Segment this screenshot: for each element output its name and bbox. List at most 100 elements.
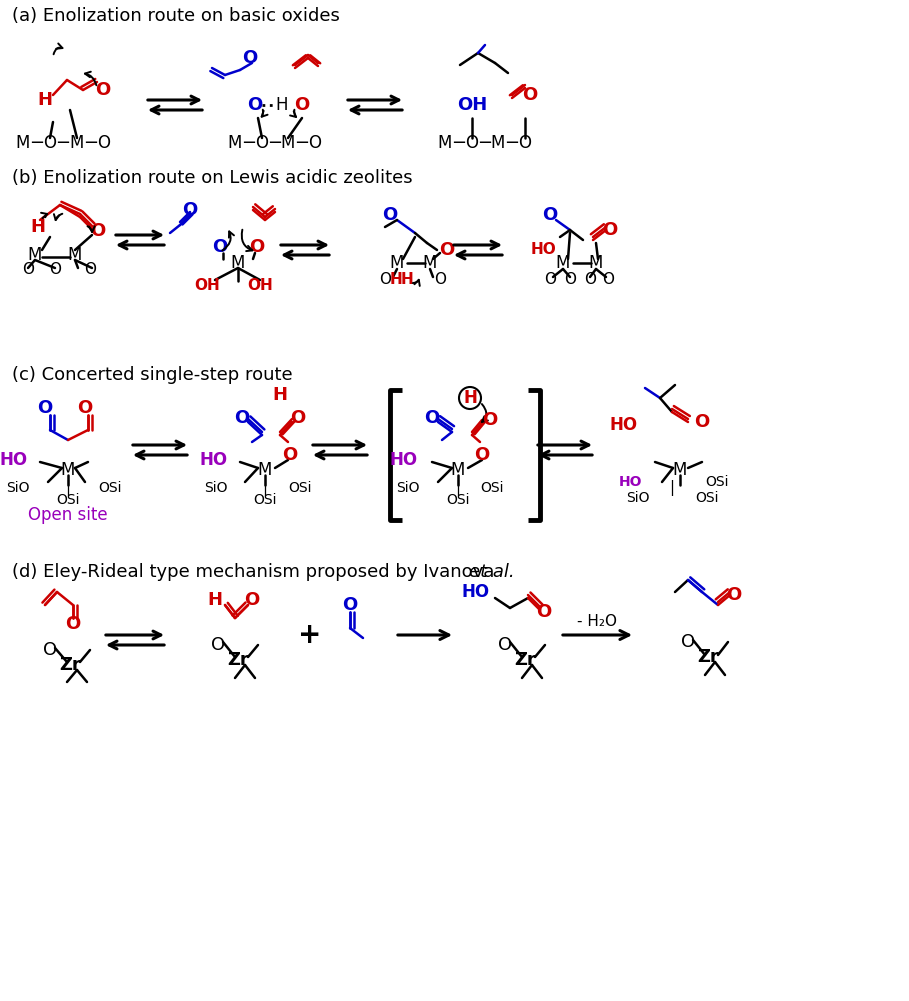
Text: OSi: OSi [288,481,312,495]
Text: H: H [37,91,53,109]
Text: O: O [37,399,53,417]
Text: H: H [463,389,477,407]
Text: OH: OH [247,277,273,292]
Text: SiO: SiO [396,481,420,495]
Text: OSi: OSi [56,493,80,507]
Text: |: | [263,480,267,496]
Text: O: O [213,238,227,256]
Text: SiO: SiO [626,491,650,505]
Text: O: O [383,206,397,224]
Text: −: − [452,134,466,152]
Text: O: O [483,411,497,429]
Text: O: O [434,272,446,287]
Text: O: O [97,134,111,152]
Text: O: O [544,272,556,287]
Text: −: − [267,134,283,152]
Text: M: M [228,134,242,152]
Text: −: − [504,134,520,152]
Text: O: O [498,636,512,654]
Text: O: O [22,262,34,277]
Text: H: H [207,591,223,609]
Text: |: | [65,480,71,496]
Text: (d) Eley-Rideal type mechanism proposed by Ivanova: (d) Eley-Rideal type mechanism proposed … [12,563,500,581]
Text: (c) Concerted single-step route: (c) Concerted single-step route [12,366,293,384]
Text: OSi: OSi [446,493,470,507]
Text: O: O [95,81,111,99]
Text: −: − [55,134,71,152]
Text: OSi: OSi [695,491,718,505]
Text: −: − [242,134,256,152]
Text: HO: HO [200,451,228,469]
Text: H: H [401,272,414,287]
Text: H: H [31,218,45,236]
Text: O: O [681,633,695,651]
Text: −: − [29,134,45,152]
Text: O: O [84,262,96,277]
Text: O: O [602,272,614,287]
Text: |: | [455,480,461,496]
Text: O: O [425,409,440,427]
Text: −: − [84,134,98,152]
Text: M: M [15,134,30,152]
Text: O: O [183,201,197,219]
Text: H: H [275,96,288,114]
Text: OSi: OSi [98,481,122,495]
Text: O: O [249,238,265,256]
Text: HO: HO [390,451,418,469]
Text: Open site: Open site [28,506,107,524]
Text: O: O [247,96,263,114]
Text: SiO: SiO [205,481,228,495]
Text: M: M [438,134,452,152]
Text: O: O [465,134,478,152]
Text: O: O [308,134,322,152]
Text: O: O [211,636,225,654]
Text: OH: OH [195,277,220,292]
Text: - H₂O: - H₂O [577,615,617,630]
Text: M: M [70,134,85,152]
Text: O: O [245,591,260,609]
Text: H: H [390,272,403,287]
Text: O: O [439,241,454,259]
Text: HO: HO [530,242,556,257]
Text: +: + [298,621,322,649]
Text: OSi: OSi [254,493,276,507]
Text: M: M [61,461,75,479]
Text: O: O [290,409,305,427]
Text: −: − [477,134,493,152]
Text: OSi: OSi [705,475,728,489]
Text: M: M [673,461,687,479]
Text: M: M [231,254,245,272]
Text: O: O [543,206,557,224]
Text: O: O [49,262,61,277]
Text: Zr: Zr [59,656,81,674]
Text: O: O [235,409,250,427]
Text: O: O [283,446,297,464]
Text: M: M [28,246,42,264]
Text: O: O [523,86,537,104]
Text: O: O [474,446,490,464]
Text: et al.: et al. [469,563,514,581]
Text: M: M [281,134,295,152]
Text: HO: HO [462,583,490,601]
Text: (a) Enolization route on basic oxides: (a) Enolization route on basic oxides [12,7,340,25]
Text: M: M [555,254,570,272]
Text: SiO: SiO [6,481,30,495]
Text: O: O [44,134,56,152]
Text: M: M [491,134,505,152]
Text: H: H [273,386,287,404]
Text: OH: OH [457,96,487,114]
Text: M: M [423,254,437,272]
Text: O: O [343,596,357,614]
Text: |: | [669,480,674,496]
Text: O: O [77,399,93,417]
Text: −: − [295,134,310,152]
Text: (b) Enolization route on Lewis acidic zeolites: (b) Enolization route on Lewis acidic ze… [12,169,413,187]
Text: O: O [564,272,576,287]
Text: O: O [584,272,596,287]
Text: O: O [43,641,57,659]
Text: O: O [694,413,710,431]
Text: HO: HO [610,416,638,434]
Text: M: M [258,461,272,479]
Text: O: O [603,221,617,239]
Text: O: O [379,272,391,287]
